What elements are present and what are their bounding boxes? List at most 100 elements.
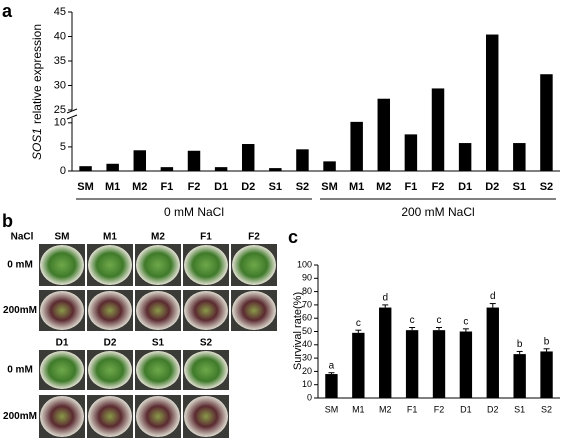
photo-dish [40,245,84,285]
photo-dish [184,245,228,285]
y-axis-label: Survival rate(%) [292,292,304,370]
photo-dish [40,351,84,389]
y-tick-label: 80 [302,286,312,296]
bar [241,144,255,171]
x-tick-label: F1 [404,181,417,193]
column-label: D2 [104,338,117,349]
y-tick-label: 60 [302,313,312,323]
x-tick-label: D1 [214,181,228,193]
bar [459,331,473,398]
photo-dish [136,351,180,389]
y-tick-label: 0 [60,165,66,177]
bar [187,150,201,171]
column-label: M1 [103,232,117,243]
bar [540,74,553,171]
y-tick-label: 20 [302,366,312,376]
significance-letter: b [544,336,550,347]
bar [133,150,147,171]
panel-letter: a [2,1,13,21]
photo-dish [88,291,132,330]
axis-break [66,108,78,114]
bar [106,163,119,171]
column-label: D1 [56,338,69,349]
x-tick-label: M2 [132,181,147,193]
significance-letter: d [382,293,388,304]
x-tick-label: F2 [432,181,445,193]
column-label: SM [55,232,70,243]
y-tick-label: 50 [302,326,312,336]
x-tick-label: D2 [485,181,499,193]
row-label: 200mM [3,305,37,316]
group-label: 200 mM NaCl [401,205,474,219]
bar [296,149,309,171]
x-tick-label: M1 [352,404,365,414]
photo-dish [136,396,180,437]
row-label: 0 mM [7,365,33,376]
y-tick-label: 40 [302,339,312,349]
x-tick-label: D2 [241,181,255,193]
photo-dish [88,245,132,285]
group-label: 0 mM NaCl [164,205,224,219]
y-tick-label: 40 [54,30,66,42]
y-tick-label: 90 [302,273,312,283]
column-label: S1 [152,338,165,349]
photo-dish [184,351,228,389]
photo-dish [184,396,228,437]
bar [325,374,338,398]
bar [486,307,499,398]
x-tick-label: M2 [379,404,392,414]
column-label: S2 [200,338,213,349]
photo-dish [40,396,84,437]
bar [485,34,499,171]
y-tick-label: 100 [297,259,312,269]
x-tick-label: SM [77,181,94,193]
x-tick-label: F1 [160,181,173,193]
significance-letter: b [517,339,523,350]
y-tick-label: 10 [302,379,312,389]
row-label: 200mM [3,411,37,422]
x-tick-label: F2 [434,404,445,414]
bar [79,166,92,171]
photo-dish [184,291,228,330]
row-label: 0 mM [7,260,33,271]
photo-dish [232,245,276,285]
significance-letter: c [437,315,442,326]
column-label: F1 [200,232,212,243]
x-tick-label: D1 [460,404,472,414]
bar [432,330,446,398]
bar [350,121,363,171]
column-label: F2 [248,232,260,243]
y-tick-label: 25 [54,104,66,116]
y-tick-label: 0 [307,392,312,402]
y-axis-label: SOS1 relative expression [30,24,44,160]
x-tick-label: S2 [541,404,552,414]
bar [269,168,282,171]
x-tick-label: F1 [407,404,418,414]
y-tick-label: 70 [302,299,312,309]
x-tick-label: D2 [487,404,499,414]
row-header: NaCl [11,232,34,243]
y-tick-label: 30 [302,352,312,362]
x-tick-label: SM [325,404,339,414]
bar [458,143,472,171]
x-tick-label: S1 [514,404,525,414]
label-text: relative expression [30,24,44,124]
bar [323,161,336,171]
y-tick-label: 45 [54,6,66,18]
gene-name: SOS1 [30,128,44,160]
photo-dish [40,291,84,330]
y-tick-label: 10 [54,117,66,129]
y-tick-label: 5 [60,141,66,153]
column-label: M2 [151,232,165,243]
y-tick-label: 35 [54,55,66,67]
x-tick-label: S2 [296,181,309,193]
x-tick-label: M2 [376,181,391,193]
bar [540,351,553,398]
photo-dish [136,245,180,285]
significance-letter: c [463,316,468,327]
x-tick-label: SM [321,181,338,193]
bar [214,167,228,171]
x-tick-label: S2 [540,181,553,193]
